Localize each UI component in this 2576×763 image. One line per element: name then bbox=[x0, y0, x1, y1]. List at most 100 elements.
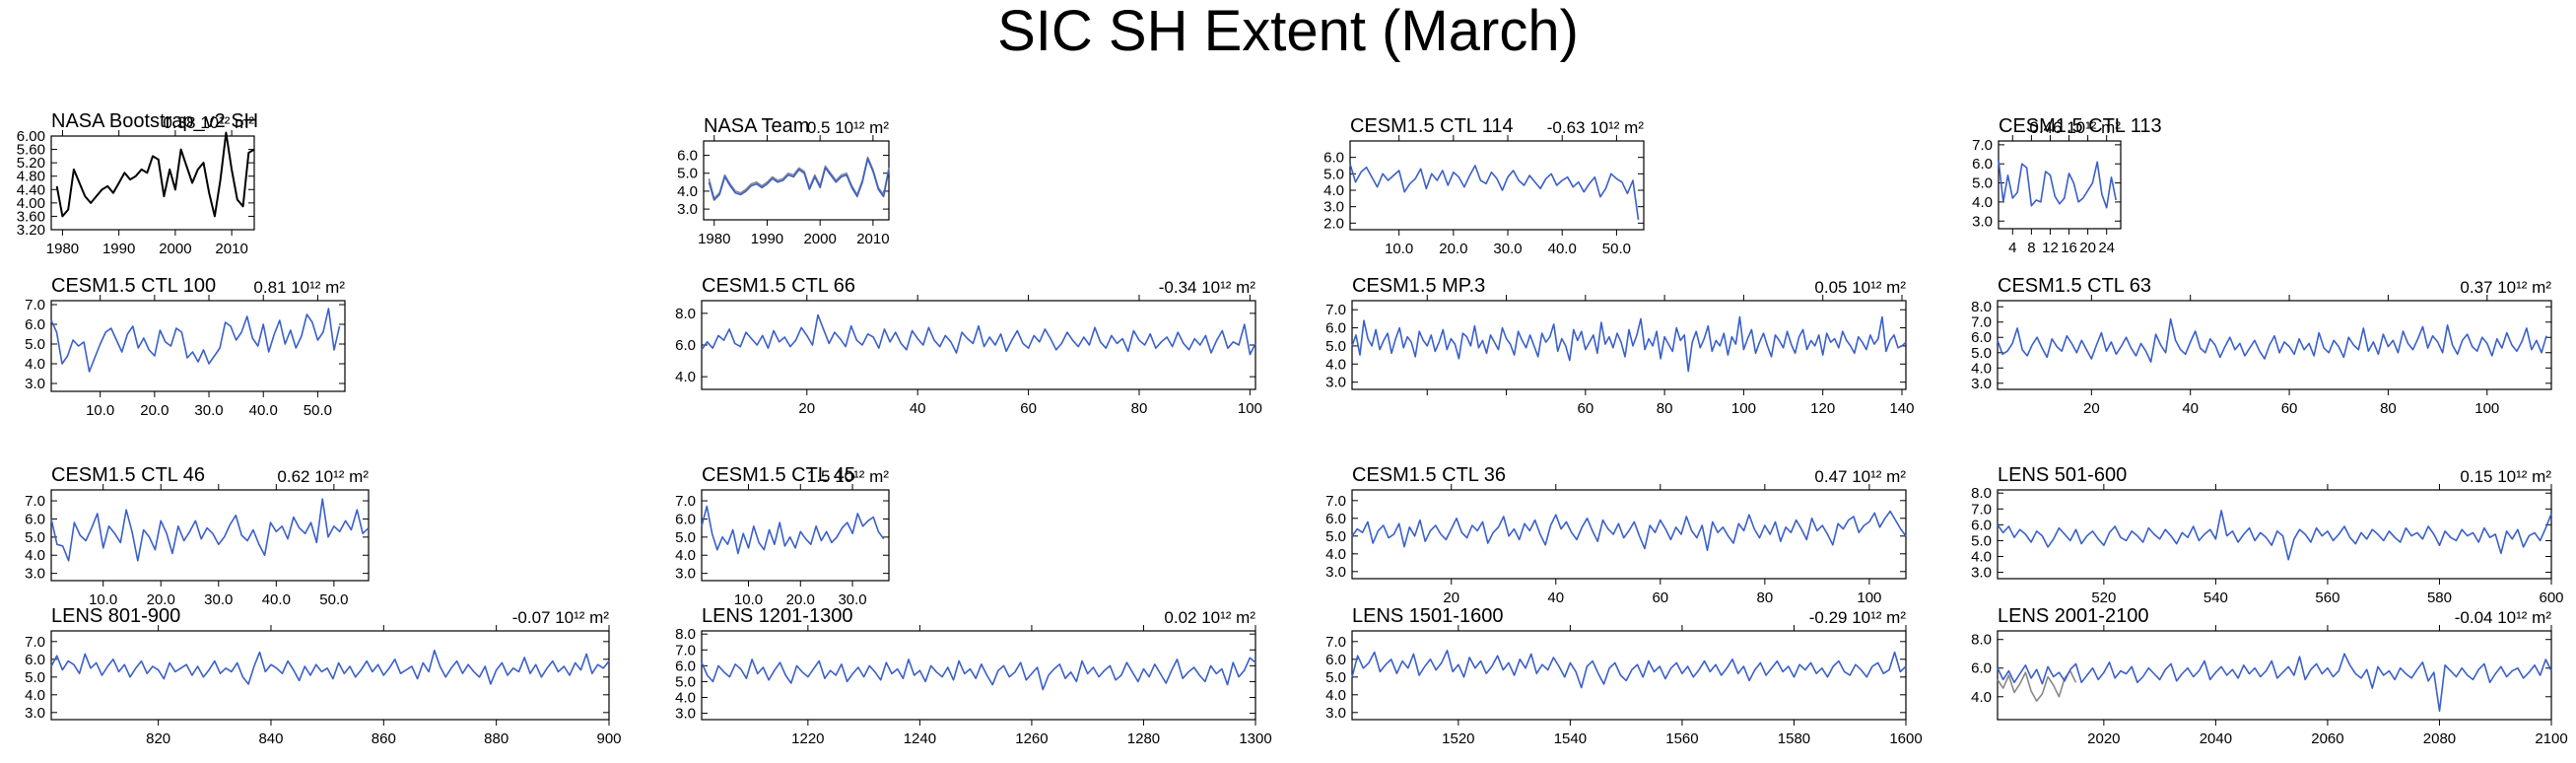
y-tick-label: 3.0 bbox=[1971, 376, 1992, 392]
y-tick-label: 3.0 bbox=[1323, 199, 1344, 216]
x-tick-label: 1260 bbox=[1015, 730, 1048, 747]
y-tick-label: 4.0 bbox=[1971, 549, 1992, 566]
x-tick-label: 2080 bbox=[2423, 730, 2456, 747]
y-tick-label: 4.0 bbox=[675, 547, 696, 564]
plot-frame bbox=[701, 489, 890, 582]
y-tick-label: 6.0 bbox=[25, 316, 45, 333]
trend-value: 0.15 bbox=[2460, 467, 2493, 486]
trend-unit: 10¹² m² bbox=[835, 467, 889, 486]
panel-trend: 1.5 10¹² m² bbox=[672, 466, 889, 488]
y-tick-label: 6.0 bbox=[1972, 156, 1993, 173]
trend-value: -0.04 bbox=[2454, 608, 2493, 627]
y-tick-label: 4.0 bbox=[25, 547, 45, 564]
trend-unit: 10¹² m² bbox=[2067, 118, 2121, 137]
y-tick-label: 6.0 bbox=[1325, 320, 1346, 337]
plot-frame bbox=[703, 140, 890, 221]
x-tick-label: 100 bbox=[1731, 400, 1756, 417]
plot-frame bbox=[50, 300, 346, 392]
x-tick-label: 1580 bbox=[1778, 730, 1810, 747]
x-tick-label: 2100 bbox=[2535, 730, 2567, 747]
x-tick-label: 100 bbox=[1238, 400, 1262, 417]
panel-title: CESM1.5 CTL 45 bbox=[702, 464, 855, 486]
trend-unit: 10¹² m² bbox=[1852, 608, 1906, 627]
y-tick-label: 4.00 bbox=[17, 195, 45, 212]
series-line-0 bbox=[708, 156, 890, 200]
y-tick-label: 6.0 bbox=[25, 511, 45, 527]
plot-area: 3.0 4.0 5.0 6.0 7.0 10.0 20.0 30.0 40.0 50.0 bbox=[25, 295, 346, 419]
y-tick-label: 6.0 bbox=[677, 148, 698, 165]
series-line-0 bbox=[1351, 649, 1907, 689]
x-tick-label: 20 bbox=[2083, 400, 2100, 417]
panel-title: CESM1.5 CTL 36 bbox=[1352, 464, 1506, 486]
panel-trend: -0.07 10¹² m² bbox=[392, 607, 609, 629]
series-line-0 bbox=[701, 505, 885, 555]
y-tick-label: 7.0 bbox=[25, 493, 45, 510]
x-tick-label: 10.0 bbox=[86, 402, 114, 419]
plot-frame bbox=[1997, 489, 2552, 580]
x-tick-label: 860 bbox=[372, 730, 396, 747]
trend-unit: 10¹² m² bbox=[1852, 278, 1906, 297]
y-tick-label: 8.0 bbox=[1971, 299, 1992, 315]
trend-value: 0.47 bbox=[1814, 467, 1848, 486]
series-line-0 bbox=[1351, 510, 1907, 552]
x-tick-label: 8 bbox=[2027, 240, 2035, 256]
trend-value: -0.29 bbox=[1808, 608, 1848, 627]
series-line-0 bbox=[1998, 160, 2117, 209]
y-tick-label: 8.0 bbox=[1971, 632, 1992, 649]
panel-trend: 0.47 10¹² m² bbox=[1689, 466, 1906, 488]
trend-value: 0.38 bbox=[163, 113, 196, 132]
plot-area: 3.04.05.06.07.0 1520 1540 1560 1580 1600 bbox=[1325, 625, 1923, 747]
panel-trend: 0.62 10¹² m² bbox=[152, 466, 369, 488]
y-tick-label: 5.0 bbox=[1323, 166, 1344, 182]
y-tick-label: 8.0 bbox=[675, 626, 696, 643]
x-tick-label: 60 bbox=[2281, 400, 2298, 417]
panel-trend: 0.38 10¹² m² bbox=[37, 112, 254, 134]
x-tick-label: 20.0 bbox=[786, 591, 815, 608]
x-tick-label: 1540 bbox=[1554, 730, 1587, 747]
x-tick-label: 2010 bbox=[215, 241, 247, 257]
panel-title: LENS 501-600 bbox=[1998, 464, 2128, 486]
trend-value: 0.5 bbox=[806, 118, 831, 137]
x-tick-label: 80 bbox=[1757, 590, 1774, 606]
y-tick-label: 5.0 bbox=[1971, 345, 1992, 362]
x-tick-label: 580 bbox=[2427, 590, 2452, 606]
y-tick-label: 3.0 bbox=[25, 376, 45, 392]
y-tick-label: 3.0 bbox=[1972, 213, 1993, 230]
x-tick-label: 10.0 bbox=[1385, 241, 1413, 257]
panel-title: CESM1.5 CTL 113 bbox=[1999, 115, 2162, 137]
trend-unit: 10¹² m² bbox=[1201, 608, 1255, 627]
panel-trend: -0.34 10¹² m² bbox=[1039, 277, 1255, 299]
y-tick-label: 3.0 bbox=[1325, 705, 1346, 722]
y-tick-label: 7.0 bbox=[1971, 501, 1992, 518]
plot-frame bbox=[1997, 300, 2552, 390]
y-tick-label: 4.0 bbox=[675, 369, 696, 385]
y-tick-label: 8.0 bbox=[1971, 485, 1992, 502]
y-tick-label: 5.20 bbox=[17, 155, 45, 172]
series-line-0 bbox=[1351, 315, 1907, 373]
x-tick-label: 1520 bbox=[1442, 730, 1474, 747]
x-tick-label: 1980 bbox=[46, 241, 79, 257]
y-tick-label: 5.60 bbox=[17, 142, 45, 159]
x-tick-label: 80 bbox=[1657, 400, 1673, 417]
y-tick-label: 3.0 bbox=[1325, 564, 1346, 581]
x-tick-label: 50.0 bbox=[1602, 241, 1631, 257]
y-tick-label: 3.0 bbox=[25, 705, 45, 722]
x-tick-label: 20 bbox=[1443, 590, 1459, 606]
series-line-1 bbox=[1997, 653, 2552, 713]
trend-unit: 10¹² m² bbox=[1590, 118, 1644, 137]
series-line-0 bbox=[50, 498, 370, 562]
plot-frame bbox=[1351, 300, 1907, 390]
plot-area: 3.04.05.06.07.08.0 1220 1240 1260 1280 1300 bbox=[675, 625, 1272, 747]
trend-unit: 10¹² m² bbox=[1201, 278, 1255, 297]
y-tick-label: 5.0 bbox=[677, 166, 698, 182]
trend-value: -0.63 bbox=[1546, 118, 1586, 137]
x-tick-label: 2060 bbox=[2311, 730, 2343, 747]
x-tick-label: 20.0 bbox=[147, 591, 175, 608]
plot-area: 3.04.05.06.07.0 820 840 860 880 900 bbox=[25, 625, 622, 747]
panel-title: NASA Bootstrap_v2 SH bbox=[51, 110, 259, 132]
x-tick-label: 2000 bbox=[159, 241, 191, 257]
y-tick-label: 3.20 bbox=[17, 222, 45, 239]
plot-area: 3.04.05.06.07.0 20 40 60 80 100 bbox=[1325, 484, 1907, 606]
trend-unit: 10¹² m² bbox=[835, 118, 889, 137]
y-tick-label: 5.0 bbox=[25, 336, 45, 353]
